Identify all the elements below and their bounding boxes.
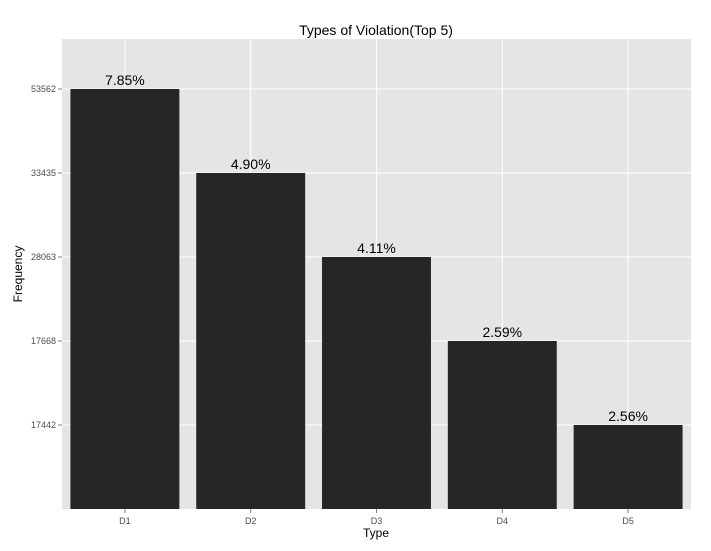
bar-d1 [70, 89, 180, 509]
y-tick-label: 17442 [31, 420, 56, 430]
bar-d2 [196, 173, 306, 509]
y-axis-label: Frequency [11, 246, 25, 303]
y-axis-ticks: 53562 33435 28063 17668 17442 [31, 84, 62, 430]
y-tick-label: 17668 [31, 336, 56, 346]
x-tick-label: D4 [497, 516, 509, 526]
bar-d5 [573, 425, 683, 509]
y-tick-label: 33435 [31, 168, 56, 178]
x-axis-label: Type [363, 526, 389, 540]
data-labels: 7.85% 4.90% 4.11% 2.59% 2.56% [105, 72, 648, 424]
bar-d4 [447, 341, 557, 509]
data-label-d4: 2.59% [482, 324, 522, 340]
data-label-d3: 4.11% [357, 240, 396, 256]
y-tick-label: 53562 [31, 84, 56, 94]
data-label-d1: 7.85% [105, 72, 145, 88]
data-label-d2: 4.90% [231, 156, 271, 172]
bar-d3 [322, 257, 431, 509]
x-axis-ticks: D1 D2 D3 D4 D5 [119, 509, 634, 526]
x-tick-label: D1 [119, 516, 131, 526]
data-label-d5: 2.56% [608, 408, 648, 424]
x-tick-label: D2 [245, 516, 257, 526]
x-tick-label: D3 [371, 516, 383, 526]
bars [70, 89, 683, 509]
x-tick-label: D5 [622, 516, 634, 526]
chart-title: Types of Violation(Top 5) [299, 22, 453, 38]
y-tick-label: 28063 [31, 252, 56, 262]
